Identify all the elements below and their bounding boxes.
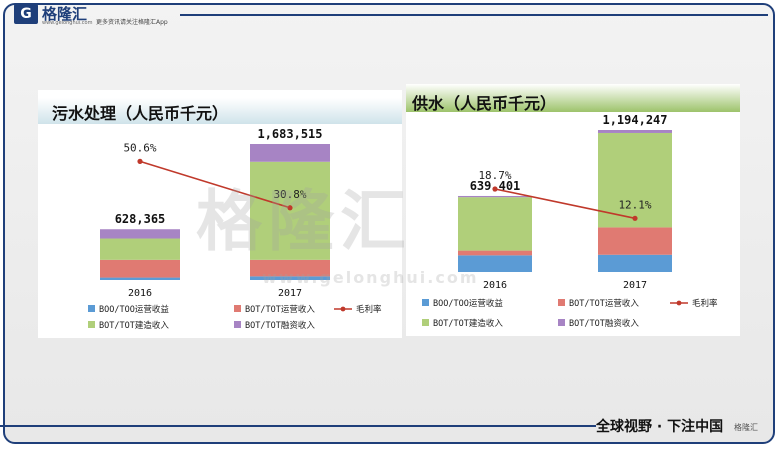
- footer-brand: 格隆汇: [734, 423, 758, 432]
- water-xtick-2017: 2017: [623, 280, 647, 291]
- water-legend-label-0: BOO/TOO运营收益: [433, 298, 503, 309]
- sewage-margin-point-2016: [137, 158, 143, 164]
- water-margin-point-2016: [492, 186, 498, 192]
- water-bar-2016-s1: [458, 250, 532, 256]
- water-legend-swatch-3: [558, 319, 565, 326]
- sewage-bar-2016-s0: [100, 277, 180, 280]
- sewage-legend-label-0: BOO/TOO运营收益: [99, 304, 169, 315]
- watermark-url: www.gelonghui.com: [262, 268, 479, 287]
- sewage-margin-point-2017: [287, 205, 293, 211]
- water-total-label-2016: 639,401: [470, 179, 521, 193]
- logo-domain: www.gelonghui.com: [42, 20, 93, 26]
- sewage-legend-margin-marker: [340, 306, 346, 312]
- sewage-legend-margin-label: 毛利率: [356, 304, 382, 315]
- sewage-bar-2017-s0: [250, 276, 330, 280]
- sewage-chart: 628,365 2016 50.6% 1,683,515 2017 30.8% BOO/TO…: [88, 127, 382, 331]
- water-bar-2017-s0: [598, 254, 672, 272]
- water-margin-line: [494, 188, 636, 220]
- sewage-margin-label-2017: 30.8%: [273, 188, 306, 201]
- water-margin-point-2017: [632, 215, 638, 221]
- sewage-legend-swatch-1: [234, 305, 241, 312]
- sewage-chart-panel: 污水处理（人民币千元） 628,365 2016 50.6% 1,683,515 201…: [38, 90, 402, 338]
- water-legend-swatch-1: [558, 299, 565, 306]
- water-legend-label-1: BOT/TOT运营收入: [569, 298, 639, 309]
- sewage-title-band: [38, 98, 402, 124]
- sewage-bar-2016-s2: [100, 238, 180, 260]
- watermark-logo-text: 格隆汇: [196, 183, 412, 260]
- water-supply-chart-panel: 供水（人民币千元） 639,401 2016 18.7% 1,194,247 2017 1…: [406, 84, 740, 336]
- sewage-chart-title: 污水处理（人民币千元）: [52, 104, 229, 123]
- sewage-bar-2016-s1: [100, 259, 180, 278]
- water-legend-label-3: BOT/TOT融资收入: [569, 318, 639, 329]
- sewage-legend-swatch-3: [234, 321, 241, 328]
- water-legend-swatch-2: [422, 319, 429, 326]
- logo-mark: G: [14, 4, 38, 24]
- water-xtick-2016: 2016: [483, 280, 507, 291]
- sewage-legend-label-3: BOT/TOT融资收入: [245, 320, 315, 331]
- header-tagline: 更多资讯请关注格隆汇App: [96, 19, 168, 26]
- sewage-legend-label-1: BOT/TOT运营收入: [245, 304, 315, 315]
- water-legend-swatch-0: [422, 299, 429, 306]
- footer-slogan: 全球视野 · 下注中国: [596, 419, 724, 435]
- header-rule: [180, 14, 768, 16]
- water-bar-2016-s3: [458, 195, 532, 198]
- water-legend-label-2: BOT/TOT建造收入: [433, 318, 503, 329]
- sewage-legend-label-2: BOT/TOT建造收入: [99, 320, 169, 331]
- water-title-band: [406, 84, 740, 112]
- water-bar-2017-s1: [598, 227, 672, 255]
- sewage-legend-swatch-2: [88, 321, 95, 328]
- water-bar-2016-s2: [458, 197, 532, 251]
- sewage-margin-line: [139, 160, 291, 209]
- water-chart-title: 供水（人民币千元）: [412, 94, 557, 113]
- water-legend-margin-marker: [676, 300, 682, 306]
- sewage-bar-2016-s3: [100, 229, 180, 239]
- water-total-label-2017: 1,194,247: [602, 113, 667, 127]
- sewage-total-label-2017: 1,683,515: [257, 127, 322, 141]
- water-bar-2016-s0: [458, 255, 532, 272]
- sewage-xtick-2017: 2017: [278, 288, 302, 299]
- sewage-bar-2017-s2: [250, 161, 330, 260]
- water-margin-label-2017: 12.1%: [618, 198, 651, 211]
- sewage-bar-2017-s1: [250, 259, 330, 277]
- water-supply-chart: 639,401 2016 18.7% 1,194,247 2017 12.1% BOO/TO…: [422, 113, 718, 329]
- footer-rule: [0, 425, 596, 427]
- logo-name: 格隆汇: [42, 5, 88, 23]
- sewage-xtick-2016: 2016: [128, 288, 152, 299]
- sewage-margin-label-2016: 50.6%: [123, 141, 156, 154]
- water-bar-2017-s2: [598, 132, 672, 228]
- sewage-bar-2017-s3: [250, 144, 330, 162]
- sewage-legend-swatch-0: [88, 305, 95, 312]
- water-bar-2017-s3: [598, 130, 672, 133]
- sewage-total-label-2016: 628,365: [115, 212, 166, 226]
- water-legend-margin-label: 毛利率: [692, 298, 718, 309]
- water-margin-label-2016: 18.7%: [478, 169, 511, 182]
